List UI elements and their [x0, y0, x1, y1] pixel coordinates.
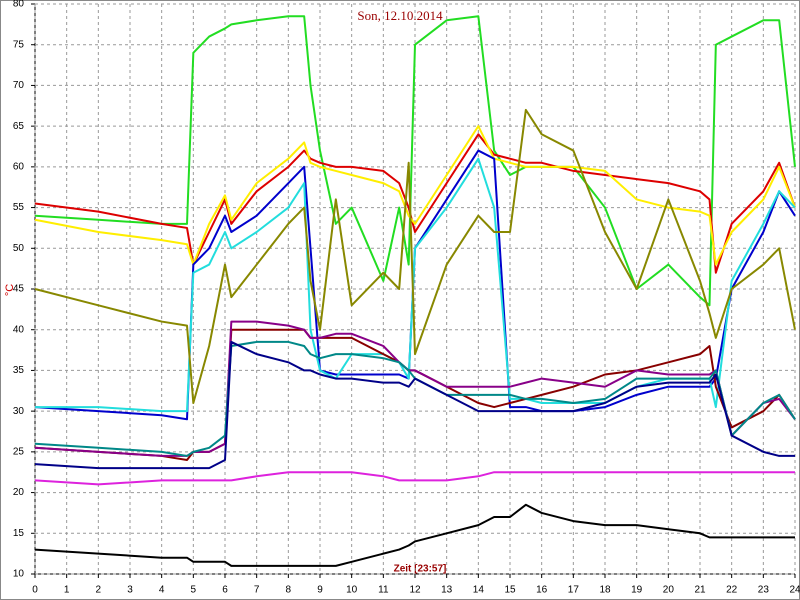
- x-tick-label: 22: [726, 585, 738, 596]
- y-tick-label: 10: [13, 569, 25, 580]
- y-tick-label: 75: [13, 39, 25, 50]
- x-tick-label: 21: [694, 585, 706, 596]
- x-tick-label: 7: [254, 585, 260, 596]
- x-tick-label: 23: [758, 585, 770, 596]
- y-tick-label: 80: [13, 0, 25, 10]
- series-line: [34, 108, 796, 404]
- y-tick-label: 20: [13, 487, 25, 498]
- x-tick-label: 11: [378, 585, 389, 596]
- x-tick-label: 15: [504, 585, 516, 596]
- y-tick-label: 15: [13, 528, 25, 539]
- x-tick-label: 14: [473, 585, 485, 596]
- y-tick-label: 40: [13, 324, 25, 335]
- x-axis-label: Zeit [23:57]: [394, 564, 447, 575]
- x-tick-label: 10: [346, 585, 358, 596]
- x-tick-label: 6: [222, 585, 228, 596]
- series-line: [34, 320, 796, 457]
- x-tick-label: 5: [191, 585, 197, 596]
- x-tick-label: 8: [286, 585, 292, 596]
- y-axis-label: °C: [4, 284, 16, 296]
- x-tick-label: 12: [409, 585, 421, 596]
- y-tick-label: 60: [13, 161, 25, 172]
- x-tick-label: 18: [599, 585, 611, 596]
- y-tick-label: 70: [13, 80, 25, 91]
- x-tick-label: 1: [64, 585, 70, 596]
- series-line: [34, 15, 796, 307]
- x-tick-label: 24: [789, 585, 800, 596]
- y-tick-label: 50: [13, 243, 25, 254]
- y-tick-label: 35: [13, 365, 25, 376]
- x-tick-label: 19: [631, 585, 643, 596]
- y-tick-label: 30: [13, 406, 25, 417]
- series-line: [34, 471, 795, 486]
- y-tick-label: 45: [13, 284, 25, 295]
- x-tick-label: 0: [32, 585, 38, 596]
- x-tick-label: 20: [663, 585, 675, 596]
- x-tick-label: 16: [536, 585, 548, 596]
- y-tick-label: 55: [13, 202, 25, 213]
- y-tick-label: 25: [13, 446, 25, 457]
- series-line: [34, 340, 796, 457]
- x-tick-label: 13: [441, 585, 453, 596]
- series-line: [34, 340, 795, 470]
- chart-title: Son, 12.10.2014: [357, 8, 443, 23]
- x-tick-label: 2: [96, 585, 102, 596]
- series-line: [34, 125, 796, 266]
- series-line: [34, 503, 795, 567]
- x-tick-label: 3: [127, 585, 133, 596]
- x-tick-label: 17: [568, 585, 580, 596]
- x-tick-label: 9: [317, 585, 323, 596]
- y-tick-label: 65: [13, 121, 25, 132]
- x-tick-label: 4: [159, 585, 165, 596]
